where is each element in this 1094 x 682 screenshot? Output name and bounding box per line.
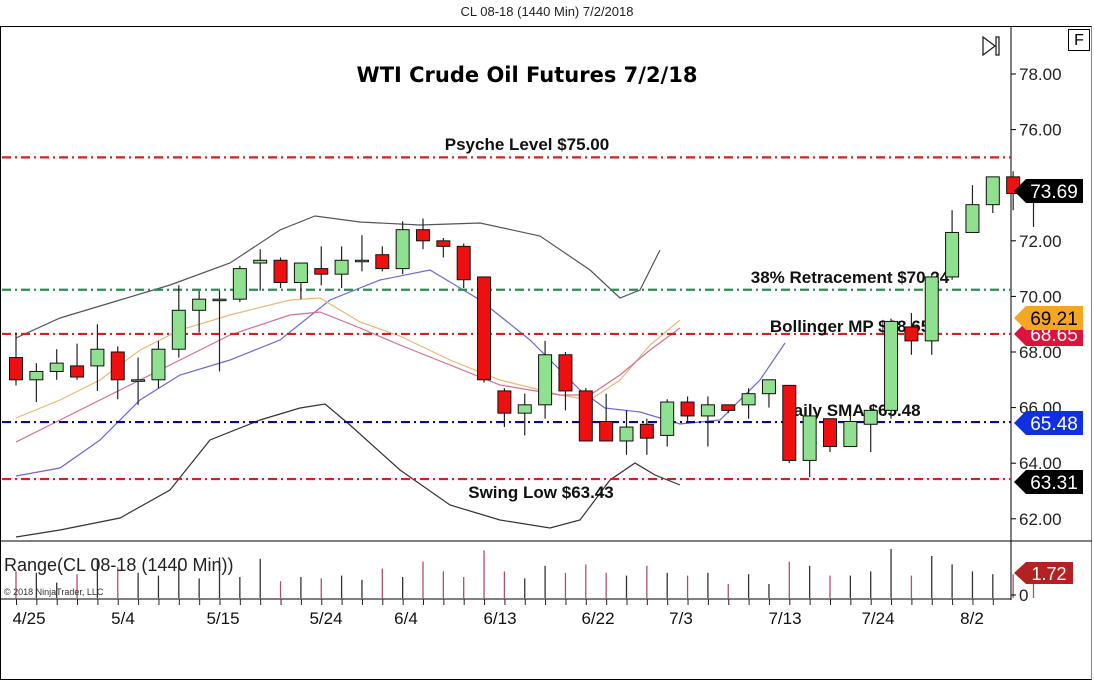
y-tick-label: 70.00 (1019, 287, 1062, 306)
candle (110, 351, 125, 381)
candle (354, 259, 369, 263)
y-tick-label: 76.00 (1019, 121, 1062, 140)
candle (558, 354, 573, 392)
candle (578, 390, 593, 442)
candle (924, 276, 939, 342)
candle (497, 390, 512, 414)
candle (9, 357, 23, 381)
candle (599, 421, 614, 442)
chart-frame (0, 26, 1092, 680)
svg-text:65.48: 65.48 (1030, 414, 1078, 435)
x-tick-label: 8/2 (960, 609, 984, 628)
candle (660, 401, 675, 436)
y-tick-label: 62.00 (1019, 510, 1062, 529)
candle (904, 326, 919, 342)
range-y-tick: 0 (1019, 586, 1028, 605)
candle (884, 320, 899, 411)
x-tick-label: 6/13 (483, 609, 516, 628)
price-tag: 63.31 (1014, 470, 1083, 494)
y-tick-label: 68.00 (1019, 343, 1062, 362)
candle (619, 426, 634, 442)
level-label: 38% Retracement $70.24 (751, 268, 950, 287)
candle (49, 362, 64, 372)
y-tick-label: 72.00 (1019, 232, 1062, 251)
candle (90, 348, 105, 367)
candle (253, 259, 268, 264)
candle (721, 404, 736, 411)
candle (375, 254, 390, 270)
indicator-line (15, 311, 681, 443)
candle (416, 229, 430, 242)
level-label: Daily SMA $65.48 (781, 401, 920, 420)
y-tick-label: 78.00 (1019, 65, 1062, 84)
candle (680, 401, 695, 417)
svg-text:73.69: 73.69 (1030, 182, 1078, 203)
candle (477, 276, 492, 381)
y-tick-label: 64.00 (1019, 454, 1062, 473)
format-button[interactable]: F (1068, 29, 1090, 51)
scroll-to-end-icon[interactable] (980, 35, 1004, 57)
price-tag: 73.69 (1014, 179, 1083, 203)
indicator-line (15, 297, 681, 419)
candle (741, 393, 756, 406)
x-tick-label: 4/25 (12, 609, 45, 628)
copyright-text: © 2018 NinjaTrader, LLC (4, 587, 104, 597)
level-label: Swing Low $63.43 (468, 483, 614, 502)
candle (456, 245, 471, 281)
x-tick-label: 7/13 (768, 609, 801, 628)
candle (538, 354, 553, 406)
candle (314, 268, 329, 275)
candle (639, 423, 654, 439)
candle (782, 384, 797, 461)
x-tick-label: 6/4 (394, 609, 418, 628)
candle (212, 298, 227, 302)
candle (843, 421, 858, 448)
candle (171, 309, 186, 350)
svg-text:1.72: 1.72 (1031, 564, 1066, 584)
svg-text:63.31: 63.31 (1030, 473, 1078, 494)
candle (802, 415, 817, 461)
x-tick-label: 5/15 (206, 609, 239, 628)
chart-title: WTI Crude Oil Futures 7/2/18 (357, 63, 698, 87)
candle (965, 204, 980, 233)
candle (395, 229, 410, 270)
price-tag: 65.48 (1014, 411, 1083, 435)
range-value-tag: 1.72 (1014, 562, 1073, 584)
svg-text:68.65: 68.65 (1030, 325, 1078, 346)
candle (232, 268, 247, 300)
x-tick-label: 5/24 (309, 609, 342, 628)
range-panel-title: Range(CL 08-18 (1440 Min)) (4, 555, 233, 575)
candle (945, 231, 960, 278)
candle (192, 298, 207, 311)
candle (131, 379, 146, 382)
candle (151, 348, 166, 381)
indicator-line (15, 269, 786, 477)
candle (985, 176, 1000, 206)
candle (863, 409, 878, 425)
candle (436, 240, 451, 247)
x-tick-label: 7/24 (861, 609, 894, 628)
candle (823, 418, 837, 448)
x-tick-label: 7/3 (669, 609, 693, 628)
candle (334, 259, 349, 275)
candle (273, 259, 288, 284)
candle (29, 370, 44, 381)
candle (70, 365, 85, 378)
svg-text:69.21: 69.21 (1030, 309, 1078, 330)
price-tag: 69.21 (1014, 306, 1083, 330)
candle (517, 404, 532, 414)
level-label: Psyche Level $75.00 (445, 135, 609, 154)
candle (293, 262, 308, 284)
x-tick-label: 6/22 (581, 609, 614, 628)
candle (700, 404, 715, 417)
window-caption: CL 08-18 (1440 Min) 7/2/2018 (460, 4, 634, 19)
indicator-line (15, 403, 681, 538)
candle (761, 379, 776, 395)
x-tick-label: 5/4 (111, 609, 135, 628)
